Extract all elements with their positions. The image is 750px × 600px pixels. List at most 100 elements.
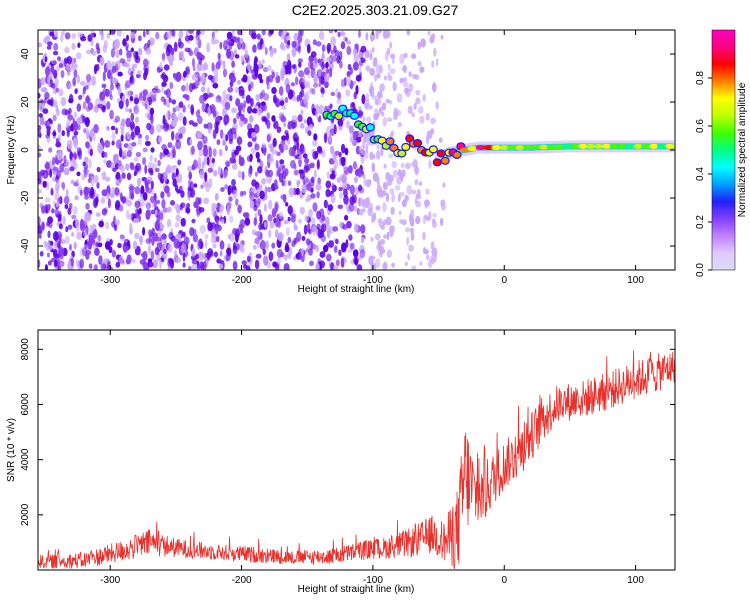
noise-speckle — [358, 30, 361, 38]
noise-speckle — [119, 58, 126, 64]
signal-ridge-blob — [507, 145, 518, 151]
noise-speckle — [126, 130, 130, 141]
noise-speckle — [47, 230, 51, 239]
noise-speckle — [382, 190, 387, 197]
noise-speckle — [424, 199, 428, 209]
noise-speckle — [173, 238, 180, 249]
noise-speckle — [165, 166, 170, 174]
noise-speckle — [144, 140, 151, 147]
noise-speckle — [270, 152, 274, 162]
noise-speckle — [338, 191, 343, 199]
noise-speckle — [184, 35, 190, 42]
noise-speckle — [115, 49, 120, 59]
signal-ridge-blob — [334, 111, 344, 121]
noise-speckle — [135, 151, 142, 158]
noise-speckle — [246, 255, 251, 263]
noise-speckle — [213, 68, 219, 79]
y-tick-label: 4000 — [20, 448, 31, 471]
noise-speckle — [297, 114, 303, 123]
noise-speckle — [150, 147, 155, 153]
noise-speckle — [303, 153, 308, 159]
noise-speckle — [291, 47, 297, 57]
noise-speckle — [369, 49, 373, 55]
noise-speckle — [151, 236, 155, 246]
noise-speckle — [325, 61, 329, 69]
noise-speckle — [65, 122, 70, 129]
noise-speckle — [320, 76, 325, 86]
noise-speckle — [274, 184, 279, 190]
noise-speckle — [283, 263, 290, 270]
noise-speckle — [73, 111, 78, 119]
noise-speckle — [307, 181, 312, 192]
noise-speckle — [323, 133, 328, 144]
noise-speckle — [263, 203, 267, 212]
noise-speckle — [126, 150, 132, 158]
noise-speckle — [153, 85, 159, 91]
noise-speckle — [118, 255, 124, 264]
noise-speckle — [299, 98, 304, 107]
noise-speckle — [159, 212, 164, 220]
noise-speckle — [250, 69, 255, 74]
noise-speckle — [340, 143, 346, 154]
noise-speckle — [410, 217, 415, 227]
noise-speckle — [65, 189, 69, 197]
noise-speckle — [291, 213, 297, 219]
noise-speckle — [59, 246, 65, 257]
noise-speckle — [146, 179, 151, 185]
noise-speckle — [138, 47, 143, 56]
noise-speckle — [389, 68, 396, 75]
noise-speckle — [171, 99, 177, 105]
noise-speckle — [310, 243, 317, 251]
noise-speckle — [303, 67, 310, 76]
noise-speckle — [52, 166, 59, 172]
noise-speckle — [42, 169, 49, 179]
noise-speckle — [271, 115, 276, 122]
noise-speckle — [256, 107, 262, 116]
noise-speckle — [38, 178, 42, 185]
noise-speckle — [268, 229, 272, 239]
noise-speckle — [79, 223, 86, 232]
noise-speckle — [378, 106, 384, 112]
noise-speckle — [85, 126, 89, 136]
noise-speckle — [215, 121, 220, 126]
noise-speckle — [273, 217, 277, 223]
noise-speckle — [38, 215, 41, 226]
noise-speckle — [410, 232, 415, 241]
noise-speckle — [362, 115, 366, 123]
noise-speckle — [419, 261, 423, 266]
noise-speckle — [39, 115, 45, 126]
colorbar: 0.0 0.2 0.4 0.6 0.8 Normalized spectral ampl… — [695, 29, 748, 277]
noise-speckle — [71, 62, 76, 71]
noise-speckle — [111, 250, 116, 258]
noise-speckle — [195, 36, 199, 45]
noise-speckle — [240, 190, 244, 197]
noise-speckle — [150, 196, 155, 204]
noise-speckle — [201, 252, 206, 260]
colorbar-frame — [711, 29, 736, 271]
noise-speckle — [376, 93, 383, 99]
noise-speckle — [267, 65, 272, 71]
noise-speckle — [178, 101, 184, 108]
noise-speckle — [401, 199, 407, 208]
noise-speckle — [411, 112, 415, 118]
signal-ridge-blob — [428, 145, 438, 154]
noise-speckle — [271, 208, 277, 218]
noise-speckle — [319, 251, 326, 258]
noise-speckle — [51, 208, 55, 214]
noise-speckle — [172, 165, 178, 170]
noise-speckle — [397, 168, 401, 175]
noise-speckle — [399, 77, 404, 84]
noise-speckle — [90, 33, 95, 38]
noise-speckle — [330, 193, 336, 204]
noise-speckle — [207, 74, 213, 81]
noise-speckle — [174, 222, 180, 228]
noise-speckle — [130, 47, 134, 53]
noise-speckle — [76, 32, 83, 38]
noise-speckle — [231, 163, 238, 170]
noise-speckle — [125, 163, 130, 171]
noise-speckle — [163, 90, 168, 95]
noise-speckle — [211, 228, 216, 238]
noise-speckle — [134, 55, 141, 64]
noise-speckle — [119, 234, 125, 239]
colorbar-ticks: 0.0 0.2 0.4 0.6 0.8 — [695, 71, 712, 277]
